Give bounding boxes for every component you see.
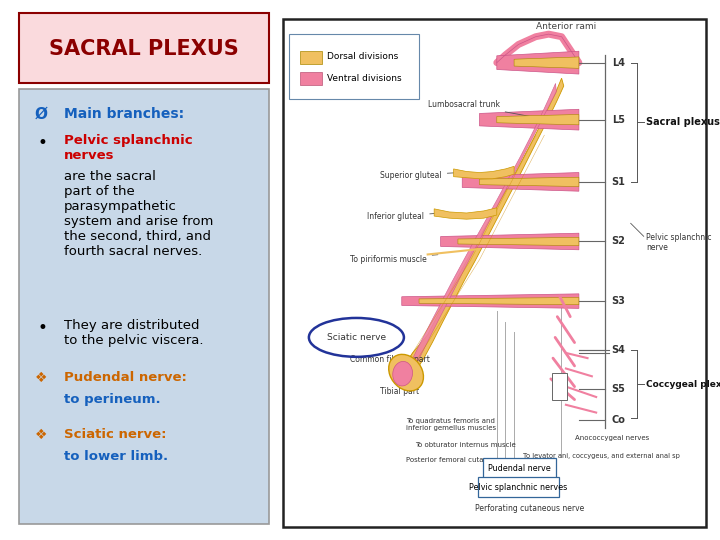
Text: S5: S5: [612, 384, 626, 394]
Text: Sciatic nerve:: Sciatic nerve:: [64, 428, 166, 441]
Polygon shape: [497, 114, 579, 125]
Text: They are distributed
to the pelvic viscera.: They are distributed to the pelvic visce…: [64, 319, 204, 347]
Polygon shape: [480, 109, 579, 130]
Polygon shape: [419, 298, 579, 305]
Text: ❖: ❖: [35, 371, 48, 385]
Text: Common fibular part: Common fibular part: [350, 355, 430, 363]
FancyBboxPatch shape: [300, 72, 322, 85]
Text: L5: L5: [612, 114, 625, 125]
Text: Sacral plexus: Sacral plexus: [646, 117, 720, 127]
Text: S2: S2: [612, 237, 626, 246]
FancyBboxPatch shape: [19, 89, 269, 524]
Polygon shape: [480, 177, 579, 186]
Text: L4: L4: [612, 58, 625, 68]
Text: Superior gluteal: Superior gluteal: [380, 171, 457, 180]
FancyBboxPatch shape: [552, 373, 567, 400]
FancyBboxPatch shape: [283, 18, 706, 526]
Text: ❖: ❖: [35, 428, 48, 442]
Text: To piriformis muscle: To piriformis muscle: [350, 255, 438, 264]
Ellipse shape: [392, 361, 413, 386]
Text: Pudendal nerve: Pudendal nerve: [488, 463, 551, 472]
Polygon shape: [434, 208, 497, 219]
Text: S3: S3: [612, 296, 626, 306]
Polygon shape: [497, 51, 579, 74]
Polygon shape: [454, 166, 514, 179]
Text: Anterior rami: Anterior rami: [536, 22, 596, 31]
Text: S1: S1: [612, 177, 626, 187]
Text: SACRAL PLEXUS: SACRAL PLEXUS: [49, 39, 239, 59]
Text: Posterior femoral cutaneous nerve: Posterior femoral cutaneous nerve: [406, 457, 527, 463]
Text: •: •: [37, 319, 48, 338]
Text: Sciatic nerve: Sciatic nerve: [327, 333, 386, 342]
Text: Pudendal nerve:: Pudendal nerve:: [64, 371, 187, 384]
Text: Co: Co: [612, 415, 626, 426]
FancyBboxPatch shape: [478, 477, 559, 497]
Text: Pelvic splanchnic
nerve: Pelvic splanchnic nerve: [646, 233, 711, 252]
Polygon shape: [458, 238, 579, 246]
Polygon shape: [462, 173, 579, 191]
FancyBboxPatch shape: [482, 458, 557, 478]
Text: Coccygeal plexus: Coccygeal plexus: [646, 380, 720, 389]
Text: to lower limb.: to lower limb.: [64, 450, 168, 463]
Text: Ø: Ø: [35, 107, 48, 122]
Text: are the sacral
part of the
parasympathetic
system and arise from
the second, thi: are the sacral part of the parasympathet…: [64, 170, 213, 258]
Text: Ventral divisions: Ventral divisions: [327, 73, 401, 83]
Polygon shape: [441, 233, 579, 250]
Text: Lumbosacral trunk: Lumbosacral trunk: [428, 100, 531, 117]
Text: S4: S4: [612, 346, 626, 355]
Polygon shape: [403, 83, 557, 380]
Text: to perineum.: to perineum.: [64, 393, 161, 407]
FancyBboxPatch shape: [19, 14, 269, 83]
FancyBboxPatch shape: [300, 51, 322, 64]
Text: Perforating cutaneous nerve: Perforating cutaneous nerve: [475, 504, 585, 513]
Text: Main branches:: Main branches:: [64, 107, 184, 121]
Text: •: •: [37, 134, 48, 152]
Text: To quadratus femoris and
inferior gemellus muscles: To quadratus femoris and inferior gemell…: [406, 418, 496, 431]
Polygon shape: [402, 294, 579, 308]
Text: Anococcygeal nerves: Anococcygeal nerves: [575, 435, 649, 442]
Text: To levator ani, coccygeus, and external anal sp: To levator ani, coccygeus, and external …: [523, 453, 680, 458]
Polygon shape: [397, 78, 564, 383]
Text: Dorsal divisions: Dorsal divisions: [327, 52, 398, 62]
FancyBboxPatch shape: [289, 34, 419, 99]
Text: Pelvic splanchnic nerves: Pelvic splanchnic nerves: [469, 483, 567, 492]
Ellipse shape: [389, 354, 423, 391]
Text: To obturator internus muscle: To obturator internus muscle: [415, 442, 516, 448]
Text: Tibial part: Tibial part: [380, 387, 419, 396]
Text: Pelvic splanchnic
nerves: Pelvic splanchnic nerves: [64, 134, 193, 161]
Polygon shape: [514, 57, 579, 69]
Text: Inferior gluteal: Inferior gluteal: [367, 212, 438, 221]
